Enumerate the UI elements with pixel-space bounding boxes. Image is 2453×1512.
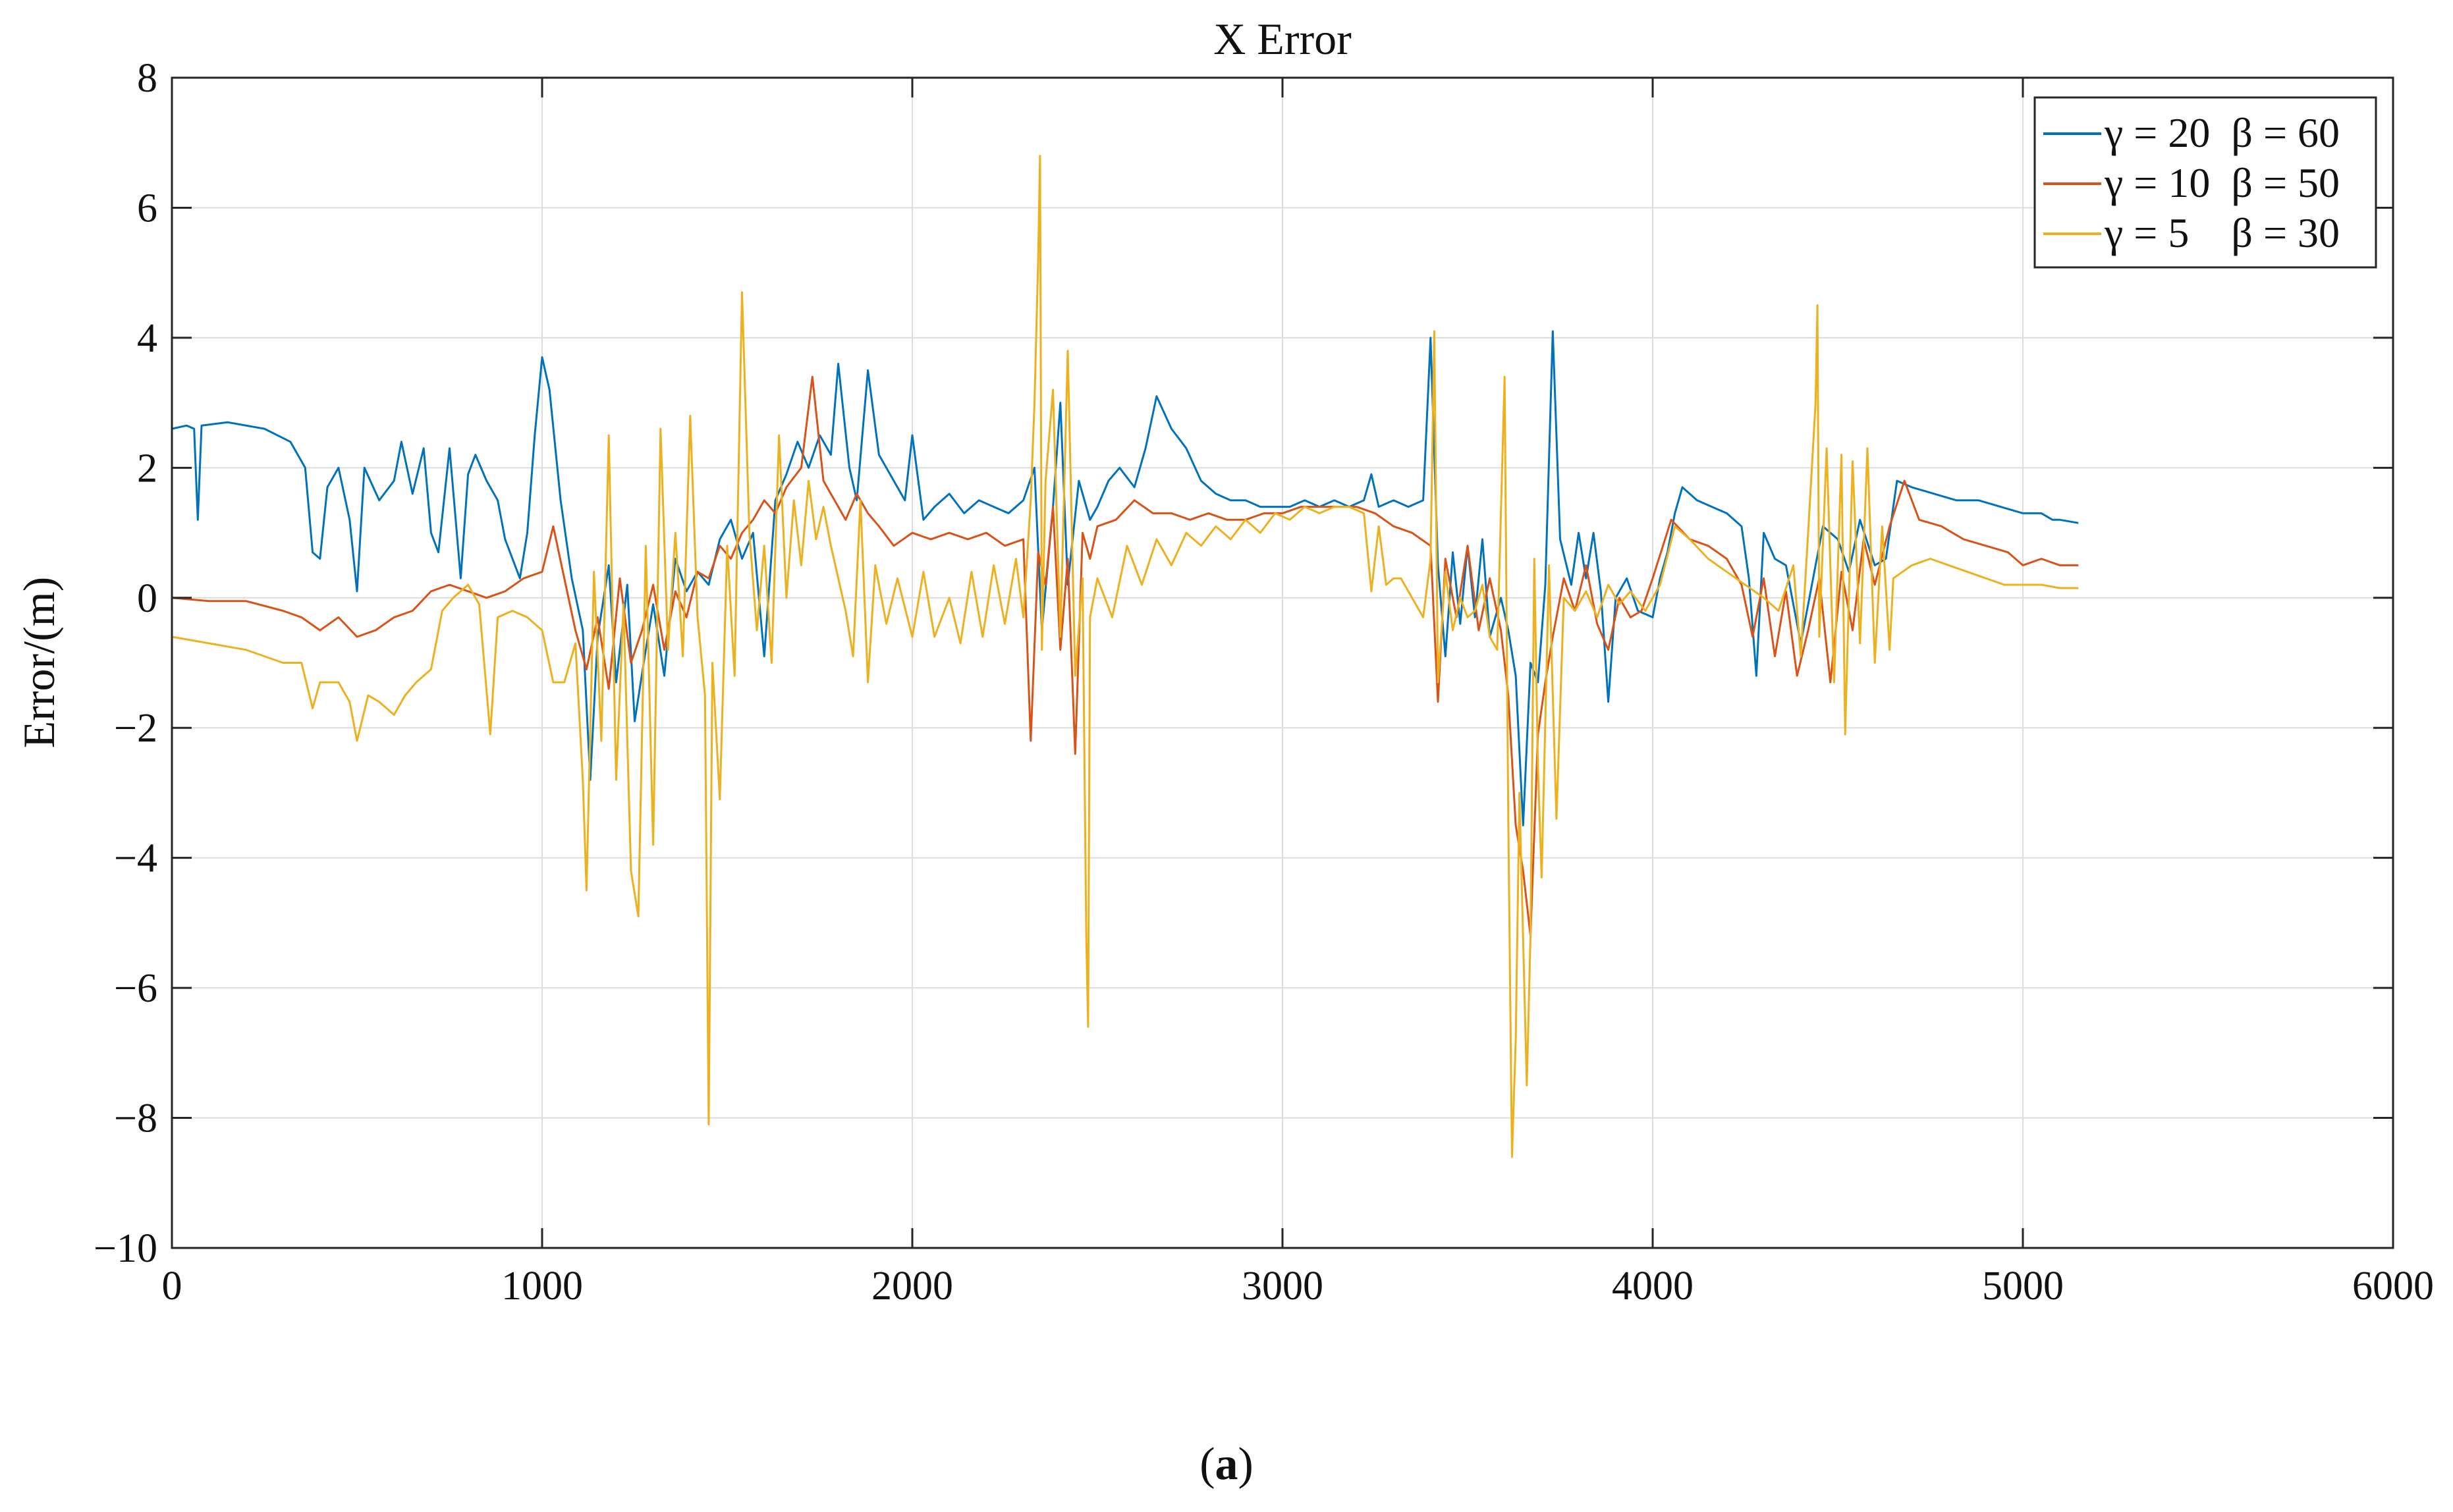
series-line-1: [171, 330, 2079, 826]
x-tick-label: 0: [162, 1264, 182, 1309]
y-tick-label: 0: [137, 576, 157, 621]
y-tick-label: −4: [114, 836, 157, 881]
figure-caption: (a): [1199, 1439, 1254, 1490]
y-tick-label: −8: [114, 1096, 157, 1141]
legend: γ = 20 β = 60 γ = 10 β = 50 γ = 5 β = 30: [2033, 96, 2377, 269]
caption-open: (: [1199, 1439, 1215, 1490]
x-tick-label: 6000: [2352, 1264, 2434, 1309]
y-tick-label: −6: [114, 966, 157, 1011]
y-tick-label: 4: [137, 316, 157, 361]
y-tick-label: −2: [114, 706, 157, 751]
legend-entry: γ = 5 β = 30: [2104, 209, 2340, 256]
tick-layer: 0 1000 2000 3000 4000 5000 6000 −10 −8 −6 −4 −2 0 2 4 6…: [94, 56, 2434, 1309]
x-tick-label: 1000: [501, 1264, 583, 1309]
grid-lines: [172, 78, 2393, 1248]
y-axis-label: Error/(m): [14, 577, 64, 749]
x-tick-label: 2000: [871, 1264, 953, 1309]
legend-entry: γ = 10 β = 50: [2104, 159, 2340, 206]
y-tick-label: 2: [137, 446, 157, 491]
caption-close: ): [1238, 1439, 1254, 1490]
series-line-2: [171, 375, 2079, 937]
series-layer: [171, 155, 2079, 1158]
series-line-3: [171, 155, 2079, 1158]
legend-entry: γ = 20 β = 60: [2104, 109, 2340, 156]
y-tick-label: 6: [137, 186, 157, 230]
x-tick-label: 3000: [1242, 1264, 1323, 1309]
y-tick-label: 8: [137, 56, 157, 101]
caption-letter: a: [1215, 1439, 1238, 1490]
x-tick-label: 4000: [1612, 1264, 1694, 1309]
chart-title: X Error: [1213, 14, 1352, 64]
y-tick-label: −10: [94, 1226, 157, 1271]
x-tick-label: 5000: [1982, 1264, 2064, 1309]
